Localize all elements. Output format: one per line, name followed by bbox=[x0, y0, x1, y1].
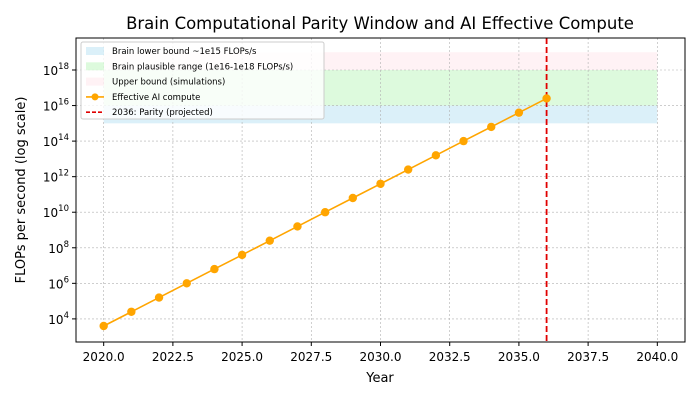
y-axis-label: FLOPs per second (log scale) bbox=[14, 97, 29, 284]
legend-label: Upper bound (simulations) bbox=[112, 78, 225, 88]
x-tick-label: 2037.5 bbox=[567, 350, 609, 364]
legend-label: Effective AI compute bbox=[112, 93, 200, 103]
legend-swatch bbox=[86, 62, 104, 71]
x-tick-label: 2022.5 bbox=[152, 350, 194, 364]
legend-box bbox=[80, 41, 325, 120]
chart-title: Brain Computational Parity Window and AI… bbox=[126, 14, 634, 33]
data-point bbox=[237, 250, 247, 260]
y-tick-label: 1012 bbox=[43, 169, 69, 185]
data-point bbox=[293, 222, 302, 231]
data-point bbox=[487, 122, 496, 132]
legend-label: Brain plausible range (1e16-1e18 FLOPs/s… bbox=[112, 62, 293, 72]
y-tick-label: 1018 bbox=[43, 62, 69, 78]
y-tick-label: 106 bbox=[48, 275, 69, 291]
legend-swatch bbox=[86, 47, 104, 55]
y-tick-label: 1010 bbox=[43, 204, 69, 220]
data-point bbox=[210, 264, 219, 274]
y-tick-label: 104 bbox=[48, 311, 69, 327]
x-tick-label: 2035.0 bbox=[498, 350, 540, 364]
data-point bbox=[431, 151, 441, 160]
data-point bbox=[348, 193, 358, 203]
data-point bbox=[154, 293, 164, 302]
legend-swatch bbox=[86, 77, 104, 86]
x-tick-label: 2040.0 bbox=[636, 350, 678, 364]
data-point bbox=[514, 108, 524, 117]
y-tick-label: 1014 bbox=[43, 133, 69, 149]
data-point bbox=[376, 179, 385, 188]
data-point bbox=[265, 236, 274, 245]
data-point bbox=[99, 321, 108, 331]
y-tick-label: 1016 bbox=[43, 98, 69, 114]
legend-label: 2036: Parity (projected) bbox=[112, 108, 213, 118]
x-tick-label: 2025.0 bbox=[221, 350, 263, 364]
data-point bbox=[182, 279, 191, 288]
legend: Brain lower bound ~1e15 FLOPs/s Brain pla… bbox=[80, 41, 325, 120]
y-tick-label: 108 bbox=[48, 240, 69, 256]
plot-area: 2020.0 2022.5 2025.0 2027.5 2030.0 2032.5 2035… bbox=[43, 37, 686, 364]
x-tick-label: 2032.5 bbox=[429, 350, 471, 364]
x-tick-label: 2027.5 bbox=[290, 350, 332, 364]
data-point bbox=[459, 136, 468, 146]
data-point bbox=[127, 307, 136, 316]
x-tick-label: 2030.0 bbox=[360, 350, 402, 364]
legend-label: Brain lower bound ~1e15 FLOPs/s bbox=[112, 47, 257, 57]
legend-marker bbox=[91, 93, 99, 101]
x-axis-label: Year bbox=[365, 371, 394, 386]
data-point bbox=[542, 94, 551, 103]
data-point bbox=[320, 208, 330, 217]
data-point bbox=[403, 165, 413, 174]
x-tick-label: 2020.0 bbox=[83, 350, 125, 364]
